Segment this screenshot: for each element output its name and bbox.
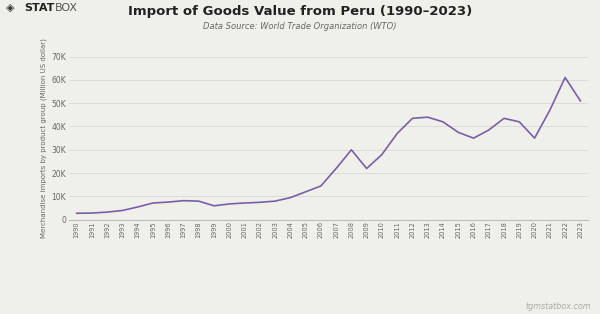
Text: tgmstatbox.com: tgmstatbox.com: [526, 302, 591, 311]
Text: ◈: ◈: [6, 3, 14, 13]
Y-axis label: Merchandise imports by product group (Million US dollar): Merchandise imports by product group (Mi…: [41, 38, 47, 238]
Text: STAT: STAT: [24, 3, 55, 13]
Text: BOX: BOX: [55, 3, 78, 13]
Text: Import of Goods Value from Peru (1990–2023): Import of Goods Value from Peru (1990–20…: [128, 5, 472, 18]
Text: Data Source: World Trade Organization (WTO): Data Source: World Trade Organization (W…: [203, 22, 397, 31]
